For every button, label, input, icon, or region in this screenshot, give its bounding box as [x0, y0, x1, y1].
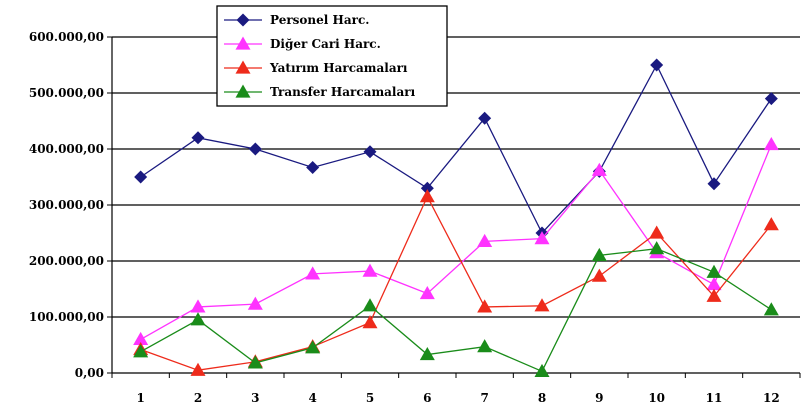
x-tick-label: 11	[706, 391, 723, 405]
data-point	[305, 266, 321, 280]
y-tick-label: 200.000,00	[29, 254, 104, 268]
series-4	[133, 241, 779, 377]
x-tick-label: 4	[308, 391, 316, 405]
data-point	[649, 225, 665, 239]
data-point	[419, 189, 435, 203]
data-point	[190, 299, 206, 313]
data-point	[191, 131, 205, 145]
legend-label: Personel Harc.	[270, 13, 369, 27]
y-tick-label: 400.000,00	[29, 142, 104, 156]
x-tick-label: 10	[648, 391, 665, 405]
legend-label: Diğer Cari Harc.	[270, 37, 381, 51]
legend-marker	[235, 60, 251, 74]
data-point	[363, 145, 377, 159]
x-tick-label: 2	[194, 391, 202, 405]
x-tick-label: 12	[763, 391, 780, 405]
y-tick-label: 300.000,00	[29, 198, 104, 212]
series-2	[133, 137, 779, 346]
data-point	[134, 170, 148, 184]
data-point	[591, 162, 607, 176]
data-point	[763, 217, 779, 231]
data-point	[650, 58, 664, 72]
data-point	[706, 264, 722, 278]
series-3	[133, 189, 779, 376]
data-point	[477, 299, 493, 313]
data-point	[591, 247, 607, 262]
data-point	[478, 111, 492, 125]
legend-box	[216, 5, 448, 107]
legend-label: Yatırım Harcamaları	[269, 61, 408, 75]
legend-marker	[235, 36, 251, 50]
legend-marker	[236, 13, 250, 27]
data-point	[534, 231, 550, 245]
y-tick-label: 100.000,00	[29, 310, 104, 324]
series-1	[134, 58, 778, 240]
data-point	[764, 92, 778, 106]
legend: Personel Harc. Diğer Cari Harc. Yatırım Ha…	[216, 5, 448, 107]
data-point	[707, 177, 721, 191]
data-point	[591, 268, 607, 282]
data-point	[190, 362, 206, 376]
data-point	[133, 331, 149, 346]
y-tick-label: 0,00	[75, 366, 104, 380]
legend-label: Transfer Harcamaları	[270, 85, 416, 99]
data-point	[534, 298, 550, 312]
x-tick-label: 3	[251, 391, 259, 405]
data-point	[190, 312, 206, 326]
data-point	[477, 339, 493, 353]
data-point	[706, 288, 722, 302]
data-point	[763, 302, 779, 316]
series-line	[140, 144, 772, 340]
data-point	[419, 285, 435, 300]
data-point	[306, 160, 320, 174]
series-line	[140, 195, 772, 371]
data-point	[419, 347, 435, 361]
x-tick-label: 1	[136, 391, 144, 405]
series-line	[140, 248, 772, 373]
data-point	[763, 137, 779, 151]
data-point	[248, 142, 262, 156]
x-tick-label: 9	[595, 391, 603, 405]
data-point	[247, 355, 263, 369]
x-tick-label: 8	[538, 391, 546, 405]
x-tick-label: 5	[366, 391, 374, 405]
data-point	[133, 344, 149, 358]
y-tick-label: 500.000,00	[29, 86, 104, 100]
data-point	[362, 315, 378, 329]
legend-marker	[235, 84, 251, 98]
data-point	[420, 181, 434, 195]
data-point	[477, 233, 493, 248]
data-point	[649, 241, 665, 255]
data-point	[305, 340, 321, 354]
data-point	[247, 296, 263, 310]
series-line	[140, 63, 772, 235]
x-tick-label: 6	[423, 391, 431, 405]
y-tick-label: 600.000,00	[29, 30, 104, 44]
data-point	[362, 298, 378, 312]
data-point	[362, 263, 378, 277]
x-tick-label: 7	[480, 391, 488, 405]
data-point	[706, 277, 722, 291]
data-point	[534, 363, 550, 377]
